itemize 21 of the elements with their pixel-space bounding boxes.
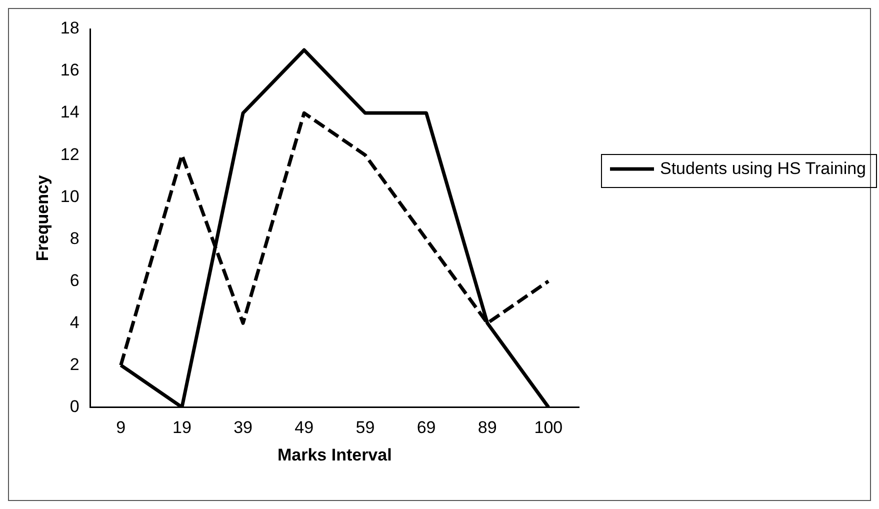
y-axis-title: Frequency: [32, 174, 52, 262]
x-tick-label: 9: [116, 418, 126, 438]
y-tick-label: 10: [60, 186, 80, 206]
x-tick-label: 49: [294, 418, 314, 438]
x-tick-label: 59: [356, 418, 375, 438]
x-tick-label: 19: [172, 418, 192, 438]
legend-label: Students using HS Training: [660, 159, 866, 179]
y-tick-label: 6: [70, 270, 80, 290]
x-tick-label: 89: [478, 418, 497, 438]
x-tick-label: 69: [416, 418, 436, 438]
x-tick-label: 100: [534, 418, 563, 438]
y-tick-label: 12: [60, 144, 80, 164]
y-tick-label: 2: [70, 354, 80, 374]
y-tick-label: 0: [70, 396, 80, 416]
x-axis-title: Marks Interval: [277, 445, 392, 464]
y-tick-label: 16: [60, 60, 80, 80]
y-tick-label: 18: [60, 18, 80, 38]
y-tick-label: 4: [70, 312, 80, 332]
x-tick-label: 39: [234, 418, 252, 438]
y-tick-label: 8: [70, 228, 80, 248]
y-tick-label: 14: [60, 102, 80, 122]
